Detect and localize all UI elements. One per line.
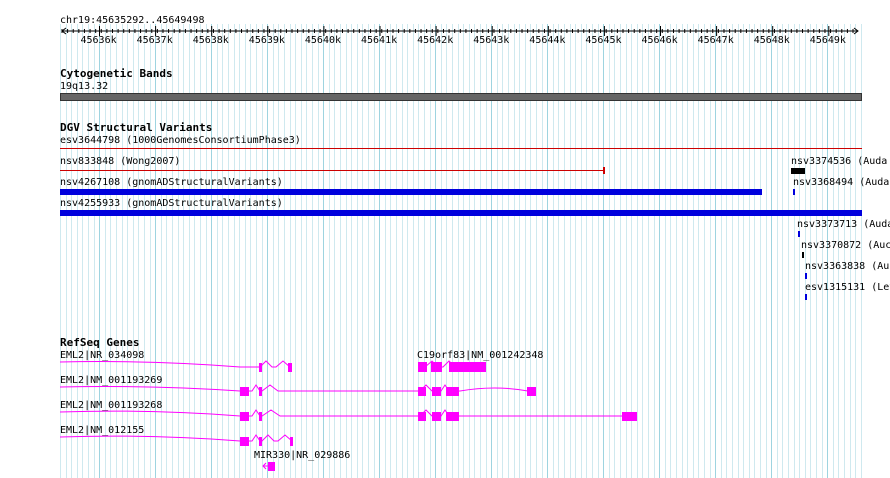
ruler-location: chr19:45635292..45649498 <box>60 15 205 26</box>
ruler-tick-label: 45645k <box>585 35 622 46</box>
gene-label: EML2|NM_001193268 <box>60 400 163 411</box>
ruler-tick-label: 45649k <box>809 35 846 46</box>
dgv-feature-label: esv3644798 (1000GenomesConsortiumPhase3) <box>60 135 301 146</box>
gene-label: EML2|NM_001193269 <box>60 375 163 386</box>
dgv-feature-bar[interactable] <box>60 148 862 149</box>
dgv-feature-label: nsv3370872 (Auc <box>801 240 890 251</box>
gene-label: C19orf83|NM_001242348 <box>417 350 544 361</box>
dgv-feature-label: nsv4267108 (gnomADStructuralVariants) <box>60 177 283 188</box>
dgv-feature-label: nsv3373713 (Auda <box>797 219 890 230</box>
ruler-tick-label: 45646k <box>641 35 678 46</box>
dgv-track-title: DGV Structural Variants <box>60 121 213 134</box>
dgv-feature-bar[interactable] <box>802 252 804 258</box>
cytoband-track-title: Cytogenetic Bands <box>60 67 173 80</box>
dgv-feature-label: esv1315131 (Lev <box>805 282 890 293</box>
dgv-feature-bar-end <box>603 167 605 174</box>
ruler-tick-label: 45636k <box>80 35 117 46</box>
ruler-tick-label: 45648k <box>753 35 790 46</box>
ruler-tick-label: 45643k <box>473 35 510 46</box>
ruler-tick-label: 45637k <box>136 35 173 46</box>
dgv-feature-bar[interactable] <box>805 294 807 300</box>
dgv-feature-bar[interactable] <box>798 231 800 237</box>
dgv-feature-bar[interactable] <box>60 170 604 171</box>
cytoband-label: 19q13.32 <box>60 81 109 92</box>
ruler-tick-label: 45642k <box>417 35 454 46</box>
ruler-tick-label: 45640k <box>304 35 342 46</box>
dgv-feature-label: nsv3374536 (Auda <box>791 156 888 167</box>
ruler-tick-label: 45647k <box>697 35 734 46</box>
gene-label: EML2|NR_034098 <box>60 350 145 361</box>
dgv-feature-bar[interactable] <box>60 210 862 216</box>
dgv-feature-label: nsv4255933 (gnomADStructuralVariants) <box>60 198 283 209</box>
ruler-tick-label: 45644k <box>529 35 566 46</box>
dgv-feature-bar[interactable] <box>805 273 807 279</box>
dgv-feature-label: nsv833848 (Wong2007) <box>60 156 181 167</box>
ruler-tick-label: 45639k <box>248 35 285 46</box>
ruler-tick-label: 45638k <box>192 35 229 46</box>
ruler-tick-label: 45641k <box>361 35 398 46</box>
cytoband-bar[interactable] <box>60 93 862 101</box>
dgv-feature-bar[interactable] <box>791 168 805 174</box>
dgv-feature-bar[interactable] <box>793 189 795 195</box>
gene-label: MIR330|NR_029886 <box>254 450 351 461</box>
refseq-track-title: RefSeq Genes <box>60 336 140 349</box>
gene-label: EML2|NM_012155 <box>60 425 145 436</box>
dgv-feature-label: nsv3363838 (Auc <box>805 261 890 272</box>
dgv-feature-label: nsv3368494 (Auda <box>793 177 890 188</box>
dgv-feature-bar[interactable] <box>60 189 762 195</box>
